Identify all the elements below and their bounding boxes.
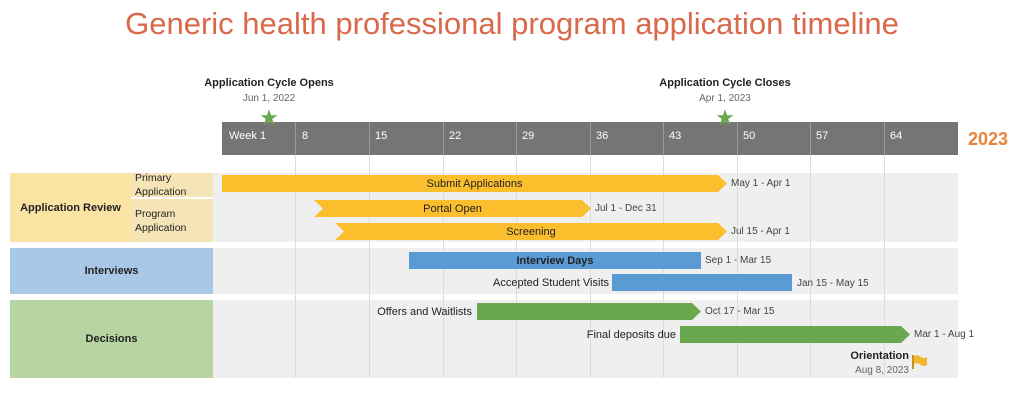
task-label-accepted-student-visits: Accepted Student Visits [493,277,609,289]
axis-tick-label: 36 [596,130,609,142]
milestone-cycle-closes-date: Apr 1, 2023 [699,93,751,104]
axis-divider [810,122,811,155]
swimlane-interviews: Interviews [10,248,213,294]
axis-tick-label: 50 [743,130,756,142]
axis-divider [295,122,296,155]
task-date-range: Jul 1 - Dec 31 [595,203,657,214]
axis-divider [443,122,444,155]
task-label-final-deposits: Final deposits due [586,329,676,341]
task-date-range: Jul 15 - Apr 1 [731,226,790,237]
sublane-primary-application: Primary Application [131,172,213,198]
page-title: Generic health professional program appl… [125,6,899,41]
grid-line [295,155,296,378]
axis-divider [590,122,591,155]
milestone-star-icon: ★ [715,105,735,130]
grid-line [737,155,738,378]
milestone-star-icon: ★ [259,105,279,130]
task-bar-interview-days: Interview Days [409,252,701,269]
task-bar-accepted-student-visits [612,274,792,291]
axis-tick-label: 8 [302,130,309,142]
orientation-title: Orientation [850,350,909,362]
axis-tick-label: 22 [449,130,462,142]
swimlane-application-review: Application Review [10,173,131,242]
task-date-range: Sep 1 - Mar 15 [705,255,772,266]
swimlane-decisions: Decisions [10,300,213,378]
task-bar-final-deposits [680,326,910,343]
task-label-offers-waitlists: Offers and Waitlists [377,306,472,318]
axis-tick-label: 57 [816,130,829,142]
grid-line [884,155,885,378]
task-bar-offers-waitlists [477,303,701,320]
axis-divider [663,122,664,155]
task-date-range: Mar 1 - Aug 1 [914,329,975,340]
grid-line [810,155,811,378]
axis-tick-label: Week 1 [229,130,267,142]
grid-line [369,155,370,378]
task-date-range: May 1 - Apr 1 [731,178,791,189]
task-date-range: Jan 15 - May 15 [797,278,869,289]
task-bar-portal-open: Portal Open [314,200,591,217]
timeline-axis: Week 1 8 15 22 29 36 43 50 57 64 [222,122,958,155]
milestone-cycle-opens-date: Jun 1, 2022 [242,93,296,104]
task-bar-submit-applications: Submit Applications [222,175,727,192]
axis-divider [369,122,370,155]
axis-divider [884,122,885,155]
axis-tick-label: 15 [375,130,388,142]
axis-divider [516,122,517,155]
axis-tick-label: 43 [669,130,682,142]
task-date-range: Oct 17 - Mar 15 [705,306,775,317]
axis-tick-label: 29 [522,130,535,142]
sublane-program-application: Program Application [131,199,213,242]
milestone-cycle-closes-title: Application Cycle Closes [659,77,791,89]
milestone-cycle-opens-title: Application Cycle Opens [204,77,334,89]
axis-divider [737,122,738,155]
orientation-date: Aug 8, 2023 [855,365,909,376]
year-label: 2023 [968,129,1009,149]
flag-icon [912,355,928,369]
axis-tick-label: 64 [890,130,903,142]
task-bar-screening: Screening [335,223,727,240]
